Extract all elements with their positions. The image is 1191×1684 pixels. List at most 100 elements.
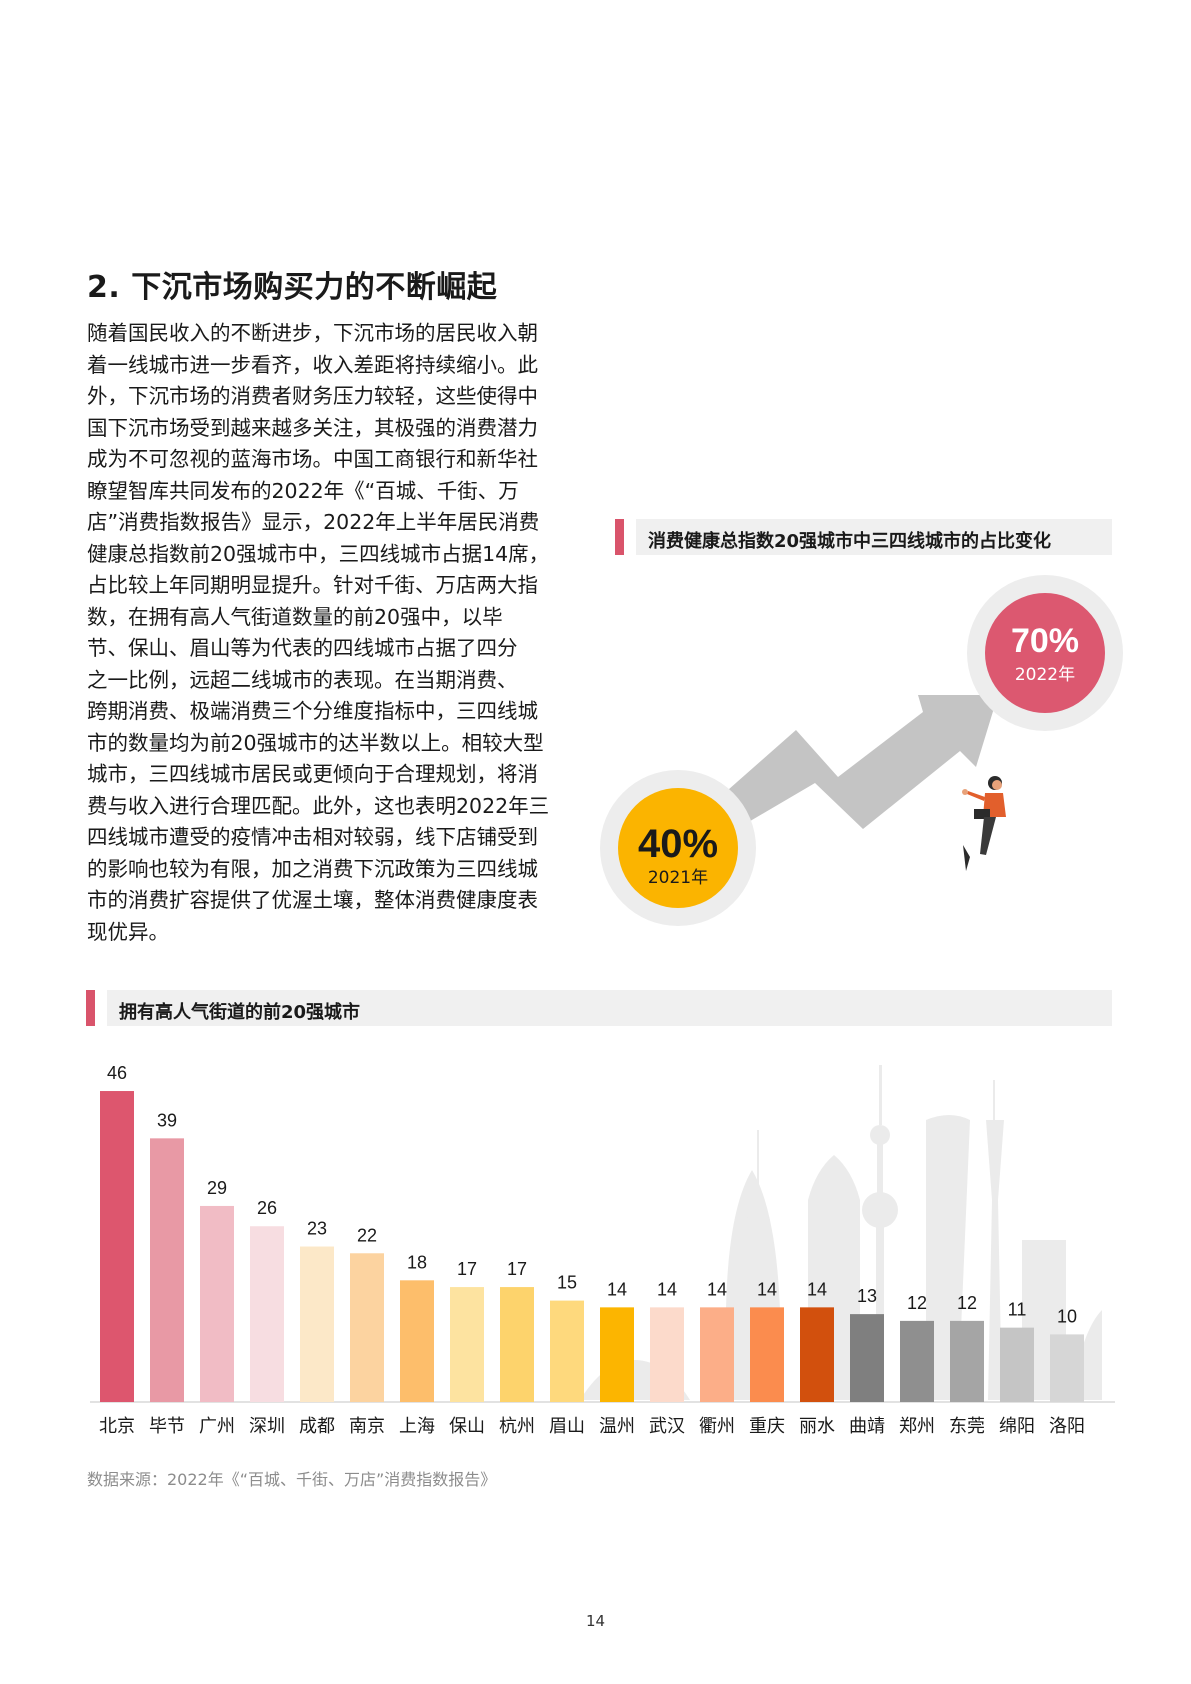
category-label: 杭州 bbox=[499, 1416, 535, 1437]
body-line: 随着国民收入的不断进步，下沉市场的居民收入朝 bbox=[87, 321, 538, 345]
bar bbox=[900, 1320, 934, 1402]
category-label: 上海 bbox=[399, 1416, 435, 1437]
category-label: 武汉 bbox=[649, 1416, 685, 1437]
category-label: 毕节 bbox=[149, 1416, 185, 1437]
body-line: 节、保山、眉山等为代表的四线城市占据了四分 bbox=[87, 636, 518, 660]
category-label: 深圳 bbox=[249, 1416, 285, 1437]
bar-value-label: 39 bbox=[157, 1110, 177, 1130]
bar-chart: 46 北京 39 毕节 29 广州 26 深圳 23 成都 22 南京 18 上海 17 保山 17 杭州 15 眉山… bbox=[90, 1063, 1115, 1437]
category-label: 曲靖 bbox=[849, 1416, 885, 1437]
bar bbox=[600, 1307, 634, 1402]
bar-value-label: 11 bbox=[1008, 1300, 1027, 1320]
bar-value-label: 15 bbox=[557, 1273, 577, 1293]
body-line: 数，在拥有高人气街道数量的前20强中，以毕 bbox=[87, 604, 503, 629]
bar-value-label: 14 bbox=[707, 1279, 727, 1299]
category-label: 北京 bbox=[99, 1416, 135, 1437]
category-label: 丽水 bbox=[799, 1416, 835, 1437]
bar bbox=[650, 1307, 684, 1402]
body-line: 瞭望智库共同发布的2022年《“百城、千街、万 bbox=[87, 478, 519, 503]
bar-value-label: 23 bbox=[307, 1219, 327, 1239]
category-label: 广州 bbox=[199, 1416, 235, 1437]
bar-value-label: 12 bbox=[907, 1293, 927, 1313]
accent-bar bbox=[86, 990, 95, 1026]
body-line: 市的消费扩容提供了优渥土壤，整体消费健康度表 bbox=[87, 888, 538, 912]
category-label: 东莞 bbox=[949, 1416, 985, 1437]
category-label: 保山 bbox=[449, 1416, 485, 1437]
section-title: 2. 下沉市场购买力的不断崛起 bbox=[87, 270, 498, 305]
person-illustration bbox=[962, 776, 1006, 871]
bar bbox=[450, 1287, 484, 1402]
data-source: 数据来源：2022年《“百城、千街、万店”消费指数报告》 bbox=[87, 1470, 497, 1489]
bar bbox=[200, 1205, 234, 1402]
bar bbox=[850, 1314, 884, 1402]
bar-group: 46 北京 39 毕节 29 广州 26 深圳 23 成都 22 南京 18 上海 17 保山 17 杭州 15 眉山… bbox=[99, 1063, 1085, 1437]
category-label: 眉山 bbox=[549, 1416, 585, 1437]
before-circle bbox=[618, 788, 738, 908]
bar-value-label: 14 bbox=[757, 1279, 777, 1299]
bar-value-label: 13 bbox=[857, 1286, 877, 1306]
after-circle bbox=[985, 593, 1105, 713]
after-value: 70% bbox=[1011, 622, 1079, 660]
bar bbox=[250, 1226, 284, 1402]
growth-arrow-icon bbox=[686, 695, 998, 847]
page-number: 14 bbox=[585, 1612, 606, 1630]
category-label: 温州 bbox=[599, 1416, 635, 1437]
chart-title: 拥有高人气街道的前20强城市 bbox=[119, 1002, 361, 1023]
category-label: 衢州 bbox=[699, 1416, 735, 1437]
bar-value-label: 22 bbox=[357, 1225, 377, 1245]
body-line: 城市，三四线城市居民或更倾向于合理规划，将消 bbox=[87, 762, 538, 786]
bar bbox=[400, 1280, 434, 1402]
body-line: 店”消费指数报告》显示，2022年上半年居民消费 bbox=[87, 510, 540, 534]
bar bbox=[150, 1138, 184, 1402]
after-year: 2022年 bbox=[1015, 665, 1075, 685]
body-line: 占比较上年同期明显提升。针对千街、万店两大指 bbox=[87, 573, 538, 597]
bar-value-label: 29 bbox=[207, 1178, 227, 1198]
bar-value-label: 46 bbox=[107, 1063, 127, 1083]
body-line: 成为不可忽视的蓝海市场。中国工商银行和新华社 bbox=[87, 447, 538, 471]
bar bbox=[300, 1246, 334, 1402]
body-line: 市的数量均为前20强城市的达半数以上。相较大型 bbox=[87, 730, 544, 755]
body-line: 费与收入进行合理匹配。此外，这也表明2022年三 bbox=[87, 793, 550, 818]
category-label: 南京 bbox=[349, 1416, 385, 1437]
bar-value-label: 17 bbox=[457, 1259, 477, 1279]
share-change-infographic: 70% 2022年 40% 2021年 bbox=[600, 575, 1123, 926]
bar-value-label: 10 bbox=[1057, 1306, 1077, 1326]
body-line: 健康总指数前20强城市中，三四线城市占据14席， bbox=[87, 541, 550, 566]
body-line: 外，下沉市场的消费者财务压力较轻，这些使得中 bbox=[87, 384, 538, 408]
category-label: 重庆 bbox=[749, 1416, 785, 1437]
bar-value-label: 12 bbox=[957, 1293, 977, 1313]
before-value: 40% bbox=[638, 822, 718, 866]
accent-bar bbox=[615, 519, 624, 555]
body-line: 现优异。 bbox=[87, 919, 169, 944]
bar bbox=[1050, 1334, 1084, 1402]
body-line: 之一比例，远超二线城市的表现。在当期消费、 bbox=[87, 667, 518, 692]
infographic-header: 消费健康总指数20强城市中三四线城市的占比变化 bbox=[615, 519, 1112, 555]
body-line: 跨期消费、极端消费三个分维度指标中，三四线城 bbox=[87, 699, 538, 723]
body-line: 的影响也较为有限，加之消费下沉政策为三四线城 bbox=[87, 856, 538, 881]
category-label: 洛阳 bbox=[1049, 1416, 1085, 1437]
bar bbox=[500, 1287, 534, 1402]
bar bbox=[950, 1320, 984, 1402]
bar-value-label: 14 bbox=[807, 1279, 827, 1299]
bar bbox=[700, 1307, 734, 1402]
category-label: 绵阳 bbox=[999, 1416, 1035, 1437]
bar bbox=[550, 1300, 584, 1402]
infographic-title: 消费健康总指数20强城市中三四线城市的占比变化 bbox=[648, 531, 1052, 552]
bar-value-label: 18 bbox=[407, 1252, 427, 1272]
body-line: 国下沉市场受到越来越多关注，其极强的消费潜力 bbox=[87, 415, 538, 440]
category-label: 郑州 bbox=[899, 1416, 935, 1437]
bar bbox=[1000, 1327, 1034, 1402]
bar bbox=[800, 1307, 834, 1402]
before-year: 2021年 bbox=[648, 868, 708, 888]
bar-value-label: 26 bbox=[257, 1198, 277, 1218]
body-line: 着一线城市进一步看齐，收入差距将持续缩小。此 bbox=[87, 352, 538, 377]
bar-value-label: 17 bbox=[507, 1259, 527, 1279]
bar-value-label: 14 bbox=[657, 1279, 677, 1299]
body-paragraph: 随着国民收入的不断进步，下沉市场的居民收入朝 着一线城市进一步看齐，收入差距将持续… bbox=[87, 318, 584, 948]
chart-header: 拥有高人气街道的前20强城市 bbox=[86, 990, 1112, 1026]
bar bbox=[100, 1091, 134, 1402]
bar bbox=[350, 1253, 384, 1402]
category-label: 成都 bbox=[299, 1416, 335, 1437]
bar bbox=[750, 1307, 784, 1402]
bar-value-label: 14 bbox=[607, 1279, 627, 1299]
